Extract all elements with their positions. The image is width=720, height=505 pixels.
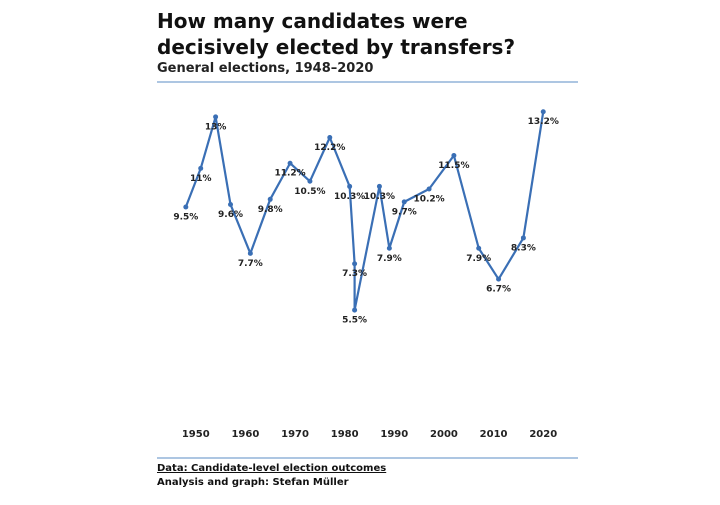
data-label: 8.3% — [511, 243, 536, 253]
point — [228, 201, 233, 207]
x-tick-label: 1950 — [182, 429, 210, 440]
point — [540, 109, 546, 115]
point — [327, 134, 333, 140]
data-label: 12.2% — [314, 143, 345, 153]
chart-title: How many candidates were decisively elec… — [157, 9, 516, 59]
data-label: 11.5% — [438, 161, 469, 171]
point — [352, 261, 358, 267]
x-tick-label: 2010 — [480, 429, 508, 440]
data-label: 11% — [190, 174, 212, 184]
x-tick-label: 1960 — [231, 429, 259, 440]
data-label: 9.7% — [392, 207, 417, 217]
point — [520, 235, 526, 241]
point — [213, 114, 219, 120]
data-label: 13% — [205, 122, 227, 132]
data-label: 11.2% — [274, 169, 305, 179]
x-tick-label: 1970 — [281, 429, 309, 440]
data-label: 7.9% — [377, 254, 402, 264]
point — [376, 183, 382, 189]
point — [198, 165, 204, 171]
x-tick-label: 2000 — [430, 429, 458, 440]
point — [287, 160, 293, 166]
credit: Analysis and graph: Stefan Müller — [157, 477, 349, 488]
data-label: 10.2% — [413, 195, 444, 205]
point — [496, 276, 502, 282]
source: Data: Candidate-level election outcomes — [157, 463, 387, 474]
data-label: 5.5% — [342, 316, 367, 326]
point — [476, 245, 482, 251]
data-label: 10.5% — [294, 187, 325, 197]
point — [426, 186, 432, 192]
data-label: 9.5% — [173, 213, 198, 223]
data-label: 6.7% — [486, 285, 511, 295]
point — [183, 204, 189, 210]
data-label: 7.7% — [238, 259, 263, 269]
x-tick-label: 2020 — [529, 429, 557, 440]
data-label: 13.2% — [528, 117, 559, 127]
data-label: 10.3% — [364, 192, 395, 202]
x-tick-label: 1990 — [380, 429, 408, 440]
data-label: 9.8% — [258, 205, 283, 215]
point — [386, 245, 392, 251]
point — [352, 307, 358, 313]
point — [267, 196, 273, 202]
point — [451, 153, 457, 159]
point — [247, 250, 253, 256]
x-tick-label: 1980 — [331, 429, 359, 440]
point — [401, 199, 407, 205]
point — [307, 178, 313, 184]
data-label: 7.3% — [342, 269, 367, 279]
data-label: 9.6% — [218, 210, 243, 220]
chart-subtitle: General elections, 1948–2020 — [157, 61, 374, 76]
data-label: 7.9% — [466, 254, 491, 264]
data-label: 10.3% — [334, 192, 365, 202]
point — [347, 183, 353, 189]
